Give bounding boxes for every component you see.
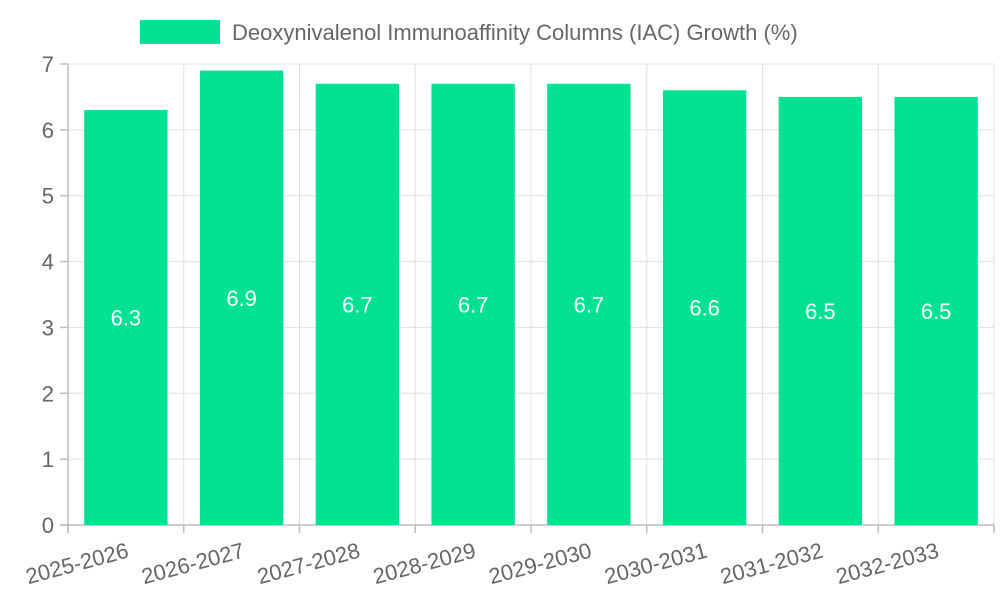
data-label: 6.3 [111, 306, 142, 331]
data-label: 6.7 [342, 292, 373, 317]
bar-2025-2026[interactable] [84, 110, 168, 525]
y-tick-label: 2 [42, 381, 54, 406]
y-tick-label: 5 [42, 184, 54, 209]
y-tick-label: 7 [42, 52, 54, 77]
y-tick-label: 0 [42, 513, 54, 538]
legend[interactable]: Deoxynivalenol Immunoaffinity Columns (I… [140, 20, 798, 45]
legend-swatch [140, 20, 220, 44]
bar-2030-2031[interactable] [662, 90, 747, 525]
x-axis-ticks: 2025-2026 2026-2027 2027-2028 2028-2029 2029… [23, 538, 941, 589]
data-label: 6.6 [689, 296, 720, 321]
y-tick-label: 1 [42, 447, 54, 472]
bar-2031-2032[interactable] [778, 96, 863, 525]
legend-label: Deoxynivalenol Immunoaffinity Columns (I… [232, 20, 798, 45]
bar-2032-2033[interactable] [894, 96, 978, 525]
data-label: 6.5 [921, 299, 952, 324]
y-tick-label: 3 [42, 315, 54, 340]
data-label: 6.7 [458, 292, 489, 317]
bar-2026-2027[interactable] [199, 70, 284, 525]
y-tick-label: 4 [42, 250, 54, 275]
data-labels: 6.3 6.9 6.7 6.7 6.7 6.6 6.5 6.5 [111, 286, 952, 331]
y-axis-ticks: 0 1 2 3 4 5 6 7 [42, 52, 54, 538]
data-label: 6.7 [574, 292, 605, 317]
y-tick-label: 6 [42, 118, 54, 143]
bar-2028-2029[interactable] [431, 83, 515, 525]
data-label: 6.5 [805, 299, 836, 324]
x-tick-label: 2026-2027 [139, 538, 247, 589]
bars [84, 70, 978, 525]
bar-2027-2028[interactable] [315, 83, 400, 525]
x-tick-label: 2030-2031 [602, 538, 710, 589]
x-tick-label: 2028-2029 [370, 538, 478, 589]
x-tick-label: 2025-2026 [23, 538, 131, 589]
x-tick-label: 2029-2030 [486, 538, 594, 589]
x-tick-label: 2032-2033 [833, 538, 941, 589]
data-label: 6.9 [226, 286, 257, 311]
x-tick-label: 2031-2032 [718, 538, 826, 589]
x-tick-label: 2027-2028 [255, 538, 363, 589]
bar-2029-2030[interactable] [547, 83, 631, 525]
